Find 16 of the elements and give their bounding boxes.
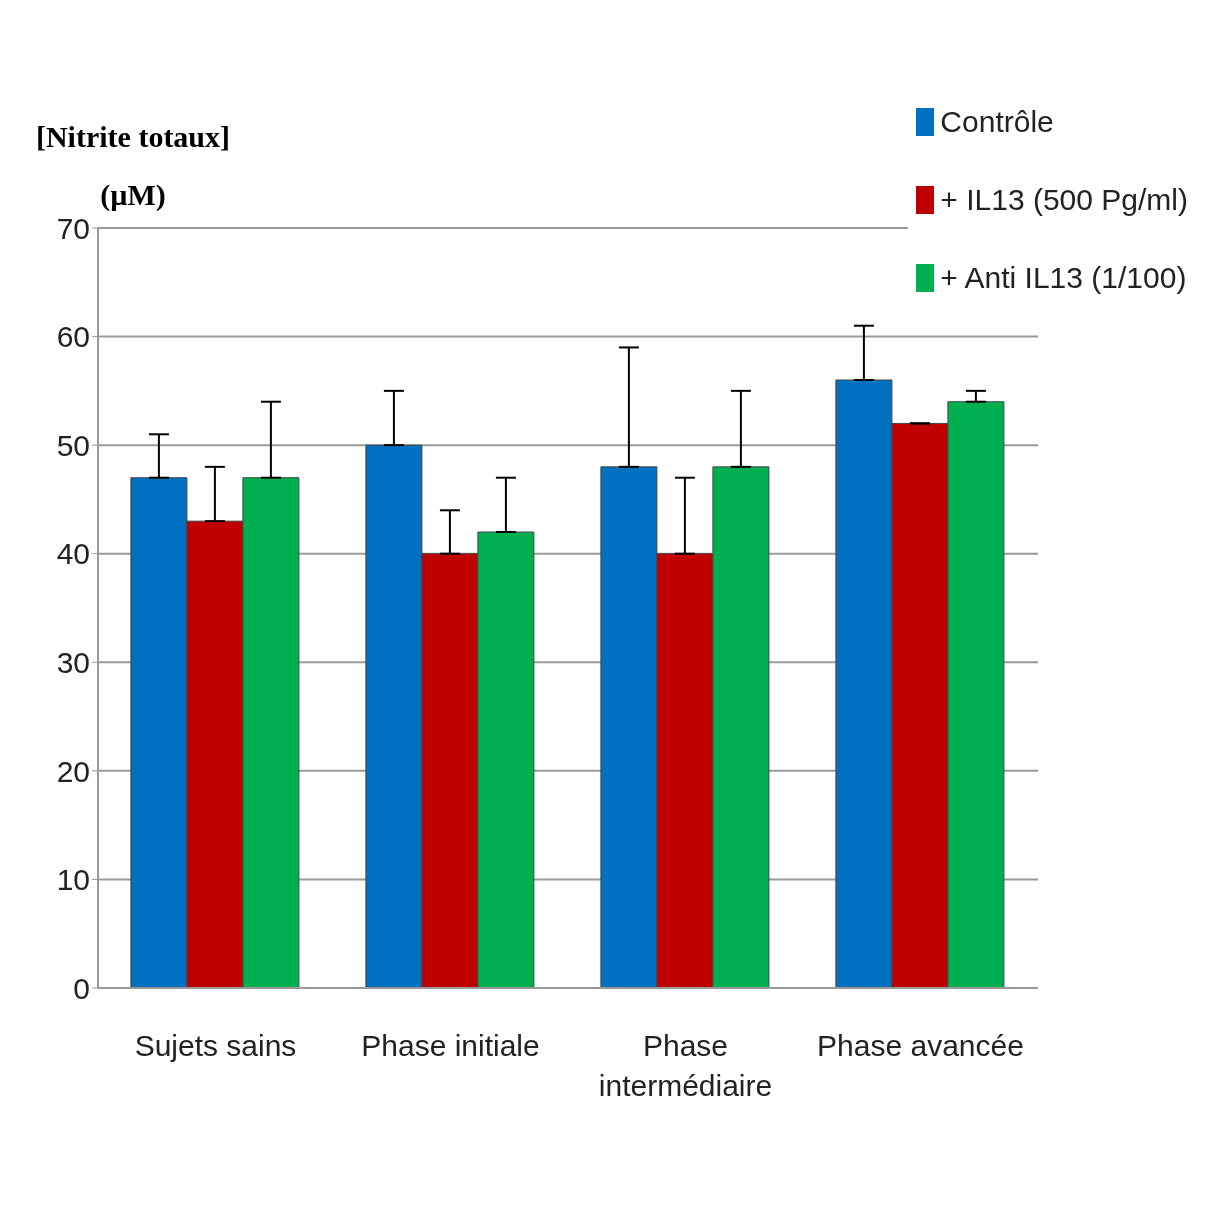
legend-label: Contrôle bbox=[940, 104, 1054, 140]
y-tick-label: 20 bbox=[56, 754, 90, 788]
legend-label: + Anti IL13 (1/100) bbox=[940, 260, 1187, 296]
y-tick-label: 0 bbox=[73, 971, 90, 1005]
x-tick-label: Phase avancée bbox=[817, 1029, 1024, 1062]
y-tick-label: 40 bbox=[56, 537, 90, 571]
y-tick-label: 70 bbox=[56, 211, 90, 245]
y-tick-label: 60 bbox=[56, 320, 90, 354]
y-tick-label: 10 bbox=[56, 863, 90, 897]
y-axis-title: [Nitrite totaux] (µM) bbox=[35, 120, 231, 211]
y-tick-label: 50 bbox=[56, 428, 90, 462]
y-tick-label: 30 bbox=[56, 645, 90, 679]
x-tick-label: Phase initiale bbox=[361, 1029, 540, 1062]
legend-label: + IL13 (500 Pg/ml) bbox=[940, 182, 1188, 218]
x-tick-label: Sujets sains bbox=[134, 1029, 297, 1062]
x-tick-label: Phase intermédiaire bbox=[598, 1029, 773, 1102]
